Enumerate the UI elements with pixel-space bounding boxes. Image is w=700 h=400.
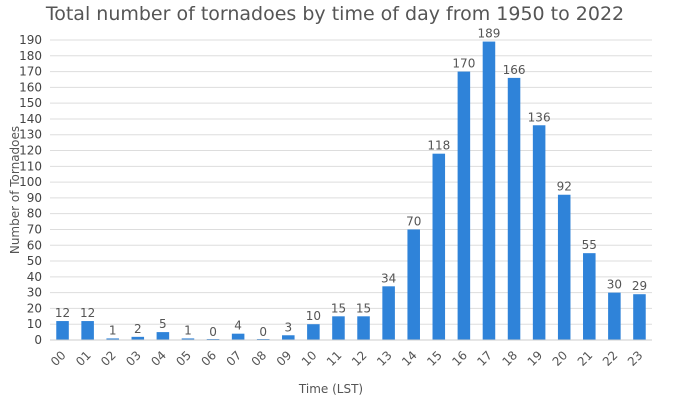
bar bbox=[332, 316, 345, 340]
bar-value-label: 55 bbox=[582, 238, 597, 252]
bar-value-label: 15 bbox=[356, 301, 371, 315]
y-tick-label: 100 bbox=[19, 175, 42, 189]
y-tick-label: 80 bbox=[27, 207, 42, 221]
bar bbox=[307, 324, 320, 340]
x-tick-label: 18 bbox=[499, 348, 520, 369]
x-tick-label: 01 bbox=[73, 348, 94, 369]
bar-value-label: 189 bbox=[478, 27, 501, 41]
x-tick-label: 12 bbox=[349, 348, 370, 369]
y-tick-label: 90 bbox=[27, 191, 42, 205]
x-tick-label: 23 bbox=[625, 348, 646, 369]
x-tick-label: 11 bbox=[324, 348, 345, 369]
bar bbox=[156, 332, 170, 340]
y-tick-label: 190 bbox=[19, 33, 42, 47]
x-tick-label: 13 bbox=[374, 348, 395, 369]
bar bbox=[457, 71, 471, 340]
bar-value-label: 12 bbox=[55, 306, 70, 320]
bar bbox=[557, 194, 571, 340]
bar-value-label: 118 bbox=[427, 139, 450, 153]
bar-value-label: 4 bbox=[234, 319, 242, 333]
x-tick-label: 20 bbox=[550, 348, 571, 369]
bar-value-label: 136 bbox=[528, 110, 551, 124]
bar bbox=[56, 321, 69, 340]
bar-value-label: 0 bbox=[209, 325, 217, 339]
x-tick-label: 02 bbox=[98, 348, 119, 369]
x-tick-label: 22 bbox=[600, 348, 621, 369]
x-tick-label: 09 bbox=[274, 348, 295, 369]
y-tick-label: 170 bbox=[19, 65, 42, 79]
bar bbox=[432, 153, 446, 340]
y-axis-title: Number of Tornadoes bbox=[8, 126, 22, 254]
y-tick-label: 70 bbox=[27, 222, 42, 236]
bar-value-label: 30 bbox=[607, 278, 622, 292]
bar bbox=[482, 41, 496, 340]
bar bbox=[106, 338, 119, 340]
bar bbox=[131, 336, 145, 340]
bar-value-label: 1 bbox=[109, 323, 117, 337]
y-tick-label: 140 bbox=[19, 112, 42, 126]
x-tick-label: 00 bbox=[48, 348, 69, 369]
y-tick-label: 40 bbox=[27, 270, 42, 284]
bar-value-label: 70 bbox=[406, 214, 421, 228]
bar bbox=[583, 253, 596, 340]
bar bbox=[282, 335, 295, 340]
bar-value-label: 92 bbox=[557, 180, 572, 194]
bar-value-label: 15 bbox=[331, 301, 346, 315]
bar bbox=[181, 338, 195, 340]
x-tick-label: 07 bbox=[224, 348, 245, 369]
bar bbox=[407, 229, 420, 340]
x-tick-label: 16 bbox=[449, 348, 470, 369]
bar bbox=[532, 125, 546, 341]
bar-value-label: 166 bbox=[503, 63, 526, 77]
x-tick-label: 10 bbox=[299, 348, 320, 369]
bar bbox=[231, 333, 245, 340]
x-tick-label: 04 bbox=[148, 348, 169, 369]
x-tick-label: 05 bbox=[173, 348, 194, 369]
bar-value-label: 0 bbox=[259, 325, 267, 339]
bar bbox=[507, 77, 521, 340]
y-tick-label: 10 bbox=[27, 317, 42, 331]
bar bbox=[357, 316, 370, 340]
y-tick-label: 160 bbox=[19, 80, 42, 94]
y-tick-label: 30 bbox=[27, 286, 42, 300]
bar-value-label: 1 bbox=[184, 323, 192, 337]
y-tick-label: 60 bbox=[27, 238, 42, 252]
bar bbox=[81, 321, 94, 340]
bar-value-label: 5 bbox=[159, 317, 167, 331]
y-tick-label: 130 bbox=[19, 128, 42, 142]
y-tick-label: 180 bbox=[19, 49, 42, 63]
x-tick-label: 14 bbox=[399, 348, 420, 369]
x-tick-label: 08 bbox=[249, 348, 270, 369]
bar-value-label: 29 bbox=[632, 279, 647, 293]
x-tick-label: 21 bbox=[575, 348, 596, 369]
y-tick-label: 0 bbox=[34, 333, 42, 347]
bar bbox=[633, 294, 646, 340]
x-axis-title: Time (LST) bbox=[298, 382, 363, 396]
chart-title: Total number of tornadoes by time of day… bbox=[45, 3, 625, 25]
bar bbox=[382, 286, 395, 340]
bar-value-label: 10 bbox=[306, 309, 321, 323]
y-tick-label: 120 bbox=[19, 144, 42, 158]
bar-value-label: 170 bbox=[452, 57, 475, 71]
bar-value-label: 12 bbox=[80, 306, 95, 320]
bar-value-label: 34 bbox=[381, 271, 396, 285]
x-tick-label: 03 bbox=[123, 348, 144, 369]
y-tick-label: 20 bbox=[27, 301, 42, 315]
x-tick-label: 17 bbox=[474, 348, 495, 369]
x-tick-label: 15 bbox=[424, 348, 445, 369]
x-tick-label: 19 bbox=[525, 348, 546, 369]
y-tick-label: 150 bbox=[19, 96, 42, 110]
y-tick-label: 50 bbox=[27, 254, 42, 268]
x-tick-label: 06 bbox=[198, 348, 219, 369]
bar bbox=[608, 292, 621, 340]
y-tick-label: 110 bbox=[19, 159, 42, 173]
bar-value-label: 3 bbox=[284, 320, 292, 334]
bar-value-label: 2 bbox=[134, 322, 142, 336]
